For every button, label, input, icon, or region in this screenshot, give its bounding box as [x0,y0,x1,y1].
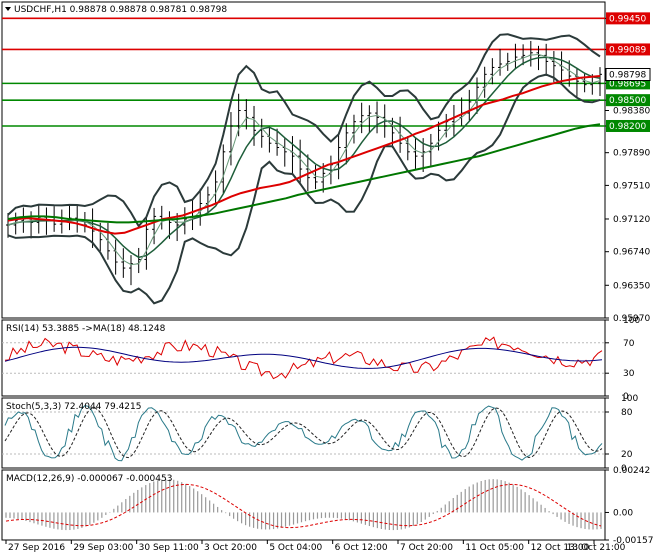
time-tick-label: 6 Oct 12:00 [335,543,388,553]
price-tick-label: 0.96740 [613,248,650,258]
time-tick-label: 7 Oct 20:00 [400,543,453,553]
stoch-k-line [4,404,603,462]
level-tag-0 [606,12,650,25]
stoch-tick-label: 100 [621,394,638,404]
stoch-tick-label: 0 [621,464,627,474]
stoch-d-line [4,407,603,459]
bollinger-lower-line [7,73,601,305]
rsi-tick-label: 70 [623,339,635,349]
stoch-header: Stoch(5,3,3) 72.4044 79.4215 [6,402,141,412]
level-tag-label: 0.98200 [609,122,646,132]
level-tag-label: 0.98695 [609,79,646,89]
level-tag-label: 0.98500 [609,96,646,106]
moving-average-line-1 [7,123,601,224]
macd-header: MACD(12,26,9) -0.000067 -0.000453 [6,474,172,484]
level-tag-1 [606,43,650,56]
price-tick-label: 0.97890 [613,149,650,159]
time-tick-label: 30 Sep 11:00 [139,543,199,553]
dropdown-icon [5,7,11,11]
time-tick-label: 29 Sep 03:00 [73,543,133,553]
rsi-line [4,336,603,380]
price-tick-label: 0.98380 [613,106,650,116]
macd-histogram [5,479,602,531]
price-tick-label: 0.95970 [613,314,650,324]
time-tick-label: 27 Sep 2016 [8,543,65,553]
macd-tick-label: 0.00242 [613,466,650,476]
price-tick-label: 0.96350 [613,281,650,291]
rsi-tick-label: 30 [623,369,635,379]
candles-group [6,40,602,286]
level-tag-4 [606,119,650,132]
bollinger-upper-line [7,33,601,228]
fast-ma-line [7,53,601,266]
price-tick-label: 0.97120 [613,215,650,225]
current-price-tag [605,67,651,81]
rsi-ma-line [4,346,603,369]
panel-frame-0 [1,1,606,319]
time-tick-label: 11 Oct 05:00 [465,543,524,553]
macd-signal-line [5,483,602,529]
moving-average-line-0 [7,75,601,235]
price-tick-label: 0.97510 [613,181,650,191]
bollinger-mid-line [7,56,601,259]
panel-frame-3 [1,469,606,541]
time-tick-label: 13 Oct 21:00 [567,543,626,553]
level-tag-label: 0.99450 [609,14,646,24]
stoch-tick-label: 80 [621,408,633,418]
rsi-tick-label: 100 [623,316,640,326]
time-tick-label: 12 Oct 13:00 [531,543,590,553]
level-tag-3 [606,94,650,107]
stoch-tick-label: 20 [621,450,633,460]
macd-tick-label: 0.00 [613,508,633,518]
rsi-header: RSI(14) 53.3885 ->MA(18) 48.1248 [6,324,166,334]
rsi-tick-label: 0 [623,392,629,402]
level-tag-label: 0.99089 [609,45,646,55]
macd-tick-label: -0.00157 [613,536,653,546]
price-header: USDCHF,H1 0.98878 0.98878 0.98781 0.9879… [14,5,227,15]
time-tick-label: 5 Oct 04:00 [269,543,322,553]
time-tick-label: 3 Oct 20:00 [204,543,257,553]
current-price-label: 0.98798 [609,70,646,80]
